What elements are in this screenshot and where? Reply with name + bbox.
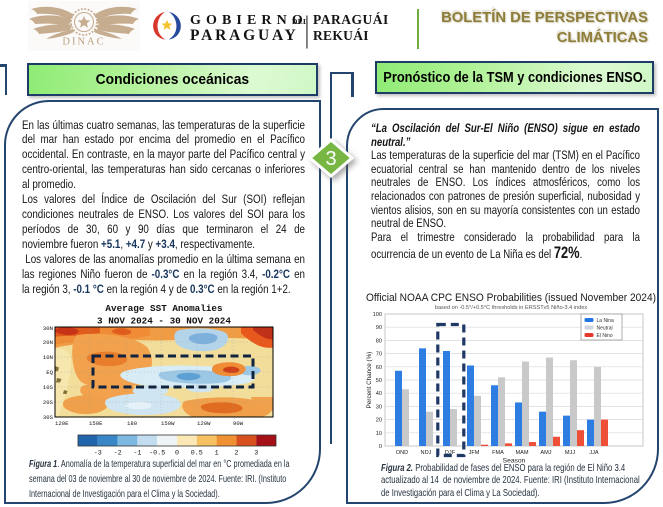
svg-text:MJJ: MJJ — [565, 450, 575, 456]
svg-text:150W: 150W — [161, 420, 175, 427]
svg-text:OND: OND — [396, 450, 408, 456]
svg-text:180: 180 — [127, 420, 138, 427]
svg-text:90W: 90W — [233, 420, 244, 427]
svg-text:Average SST Anomalies: Average SST Anomalies — [105, 303, 223, 314]
svg-text:FMA: FMA — [492, 450, 504, 456]
svg-text:0.5: 0.5 — [191, 450, 203, 458]
svg-text:20S: 20S — [43, 399, 54, 406]
svg-text:0: 0 — [175, 450, 179, 458]
svg-text:-0.5: -0.5 — [149, 450, 165, 458]
svg-text:20N: 20N — [43, 339, 53, 346]
svg-text:3: 3 — [325, 148, 336, 170]
svg-text:Official NOAA CPC ENSO Probabi: Official NOAA CPC ENSO Probabilities (is… — [366, 292, 656, 304]
svg-text:10: 10 — [376, 431, 382, 437]
svg-text:60: 60 — [376, 365, 382, 371]
svg-text:DEL: DEL — [292, 17, 308, 26]
svg-text:40: 40 — [376, 391, 382, 397]
svg-text:120E: 120E — [55, 420, 69, 427]
svg-text:based on -0.5°/+0.5°C threshol: based on -0.5°/+0.5°C thresholds in ERSS… — [435, 305, 588, 311]
svg-text:3: 3 — [254, 450, 258, 458]
svg-text:100: 100 — [373, 312, 382, 318]
svg-text:REKUÁI: REKUÁI — [313, 28, 369, 43]
svg-text:50: 50 — [376, 378, 382, 384]
svg-text:30S: 30S — [43, 414, 54, 421]
svg-text:MAM: MAM — [515, 450, 528, 456]
svg-text:-3: -3 — [94, 450, 102, 458]
svg-text:JFM: JFM — [469, 450, 480, 456]
svg-text:DINAC: DINAC — [62, 37, 105, 48]
svg-text:La Nina: La Nina — [597, 318, 614, 324]
svg-text:AMJ: AMJ — [540, 450, 551, 456]
svg-text:Season: Season — [503, 458, 526, 465]
svg-text:-1: -1 — [133, 450, 141, 458]
svg-text:10N: 10N — [43, 354, 53, 361]
svg-text:GOBIERNO: GOBIERNO — [190, 13, 308, 28]
svg-text:PARAGUÁI: PARAGUÁI — [313, 12, 389, 27]
svg-text:2: 2 — [234, 450, 238, 458]
svg-text:Percent Chance (%): Percent Chance (%) — [366, 352, 373, 409]
svg-text:0: 0 — [379, 444, 382, 450]
svg-text:DJF: DJF — [445, 450, 456, 456]
svg-text:PARAGUAY: PARAGUAY — [190, 27, 299, 44]
svg-text:80: 80 — [376, 338, 382, 344]
svg-text:-2: -2 — [114, 450, 122, 458]
svg-text:1: 1 — [215, 450, 219, 458]
svg-text:30: 30 — [376, 404, 382, 410]
svg-text:EQ: EQ — [46, 369, 53, 376]
svg-text:20: 20 — [376, 418, 382, 424]
svg-text:JJA: JJA — [589, 450, 599, 456]
svg-text:3 NOV 2024 - 30 NOV 2024: 3 NOV 2024 - 30 NOV 2024 — [97, 316, 231, 327]
svg-text:Neutral: Neutral — [597, 326, 613, 332]
svg-text:120W: 120W — [197, 420, 211, 427]
svg-text:El Nino: El Nino — [597, 333, 613, 339]
svg-text:70: 70 — [376, 352, 382, 358]
svg-text:NDJ: NDJ — [421, 450, 432, 456]
svg-text:30N: 30N — [43, 325, 53, 332]
svg-text:150E: 150E — [89, 420, 103, 427]
svg-text:90: 90 — [376, 325, 382, 331]
svg-text:10S: 10S — [43, 384, 54, 391]
